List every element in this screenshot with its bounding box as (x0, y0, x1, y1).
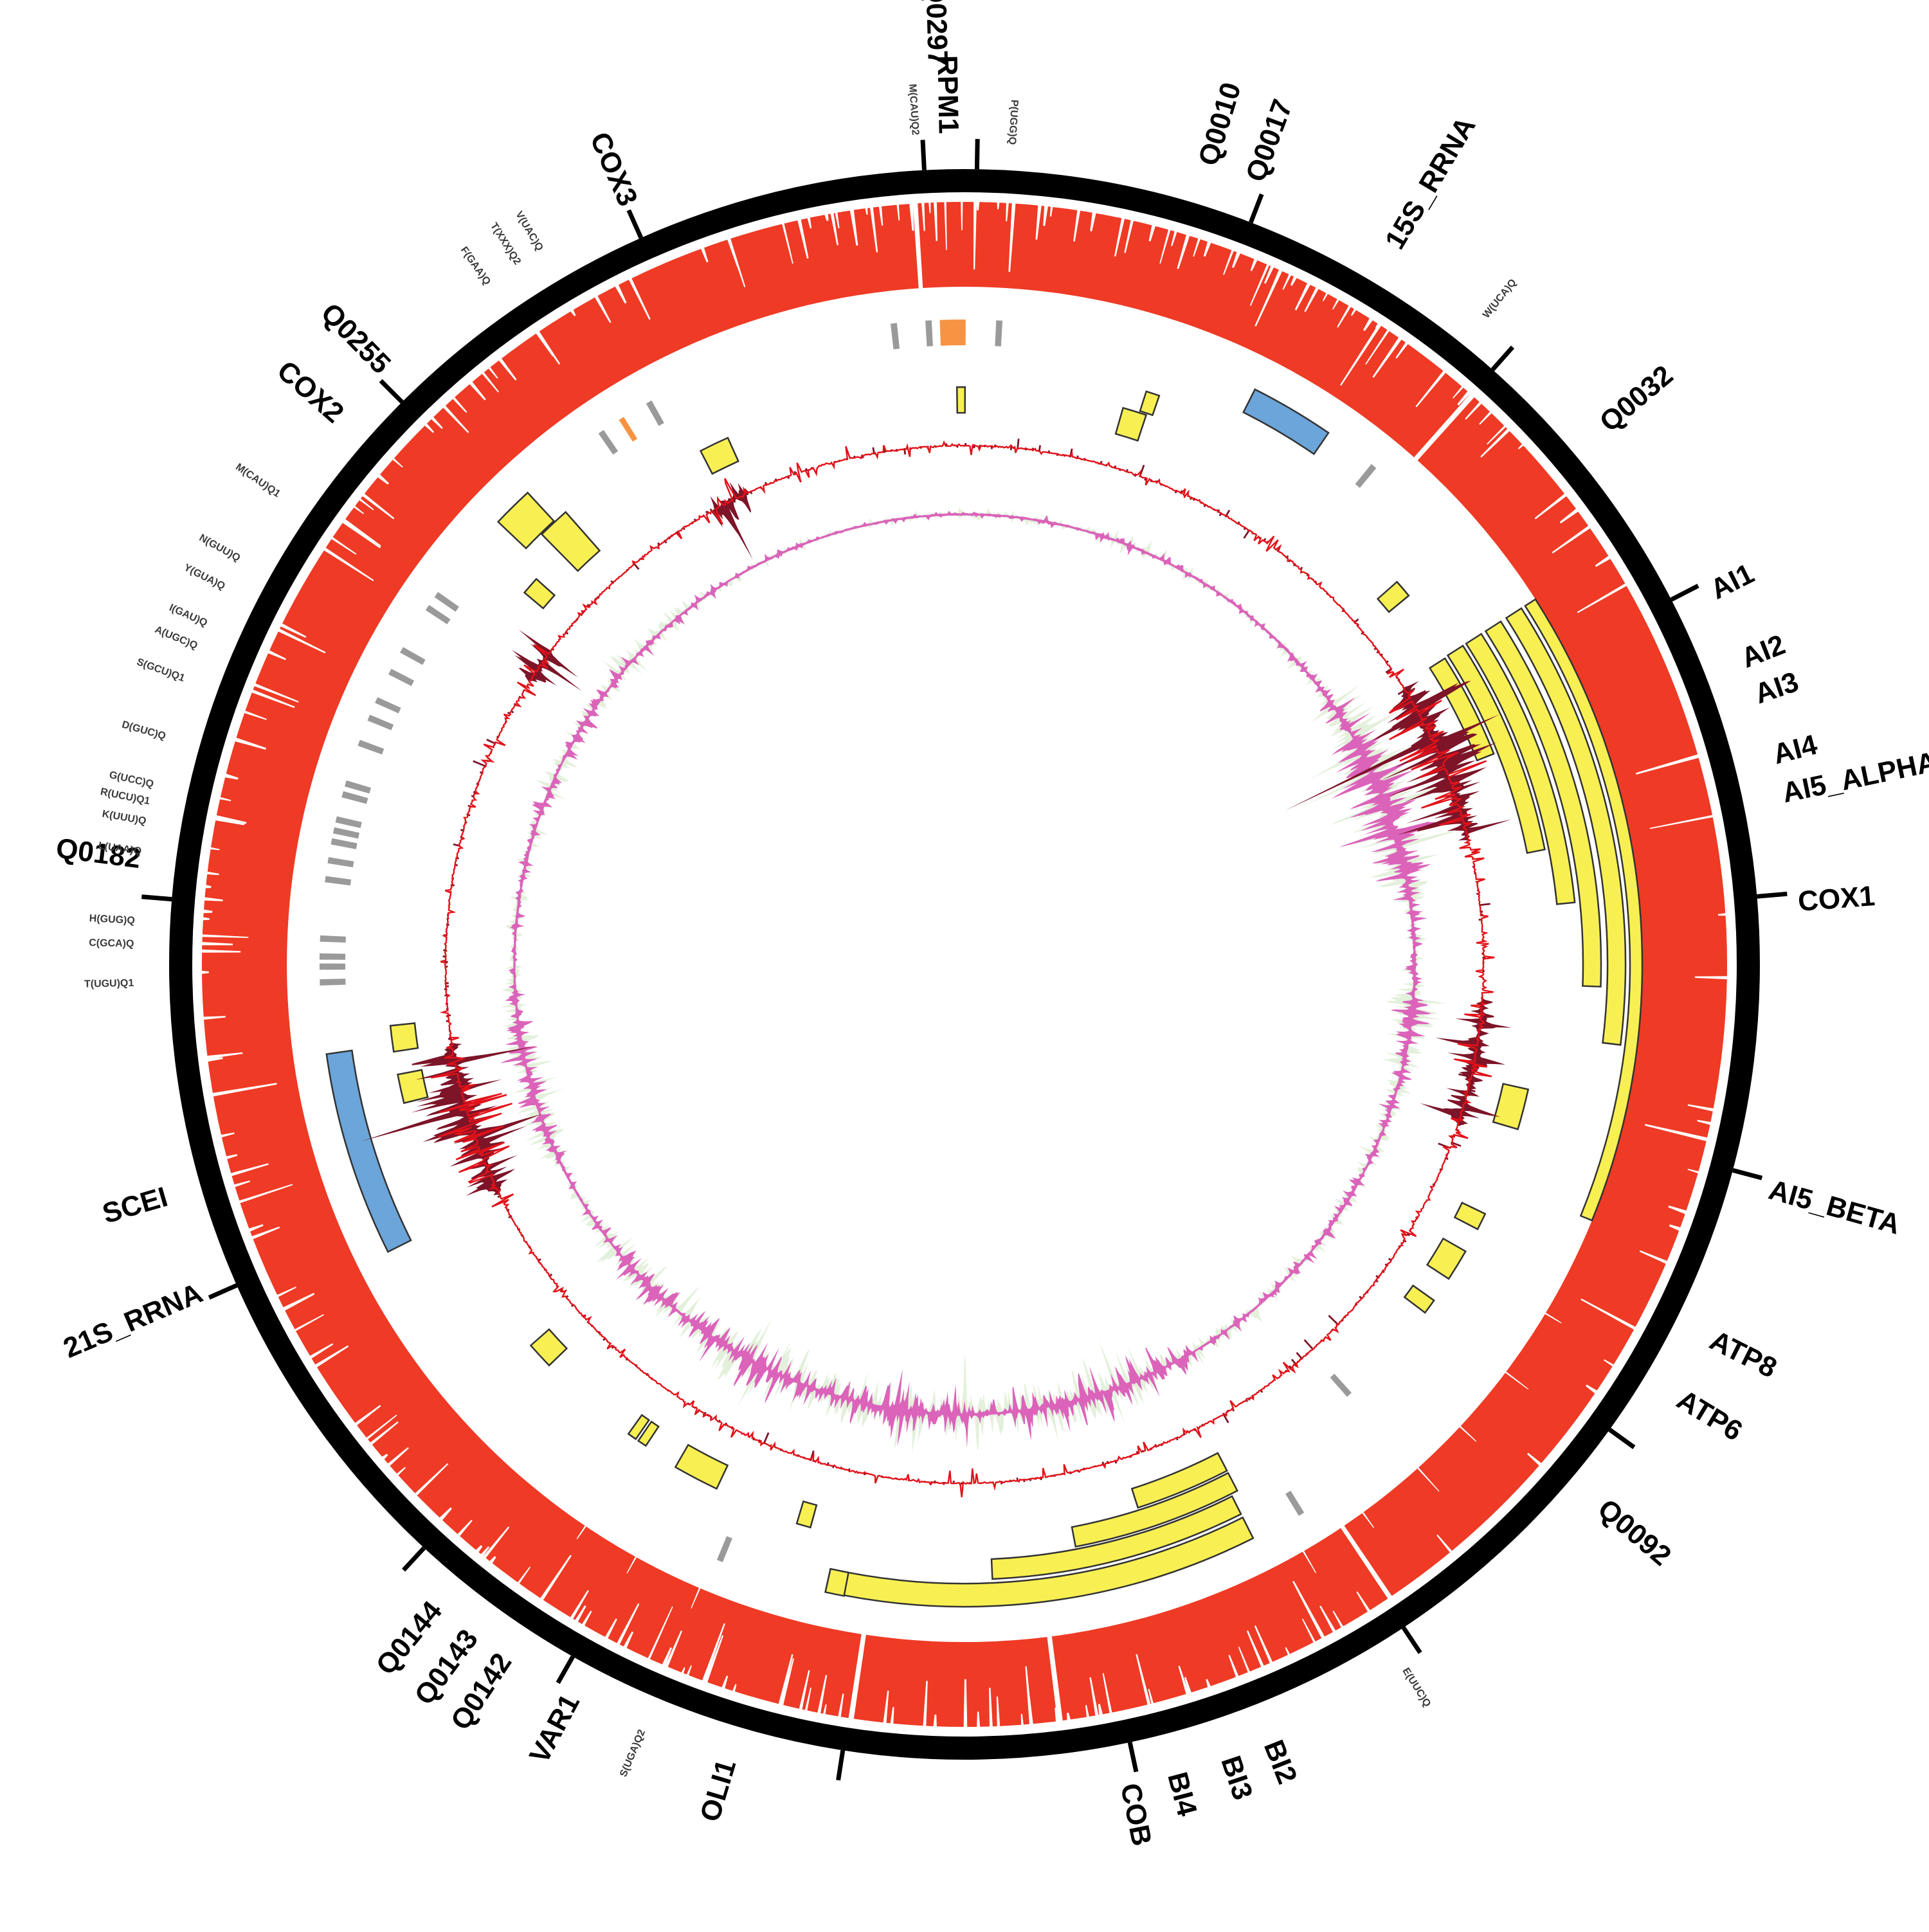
svg-text:RPM1: RPM1 (931, 55, 964, 134)
svg-text:COX1: COX1 (1797, 880, 1876, 917)
svg-text:T(UGU)Q1: T(UGU)Q1 (84, 978, 134, 990)
svg-text:C(GCA)Q: C(GCA)Q (89, 937, 134, 950)
svg-text:Q0297: Q0297 (919, 0, 954, 66)
